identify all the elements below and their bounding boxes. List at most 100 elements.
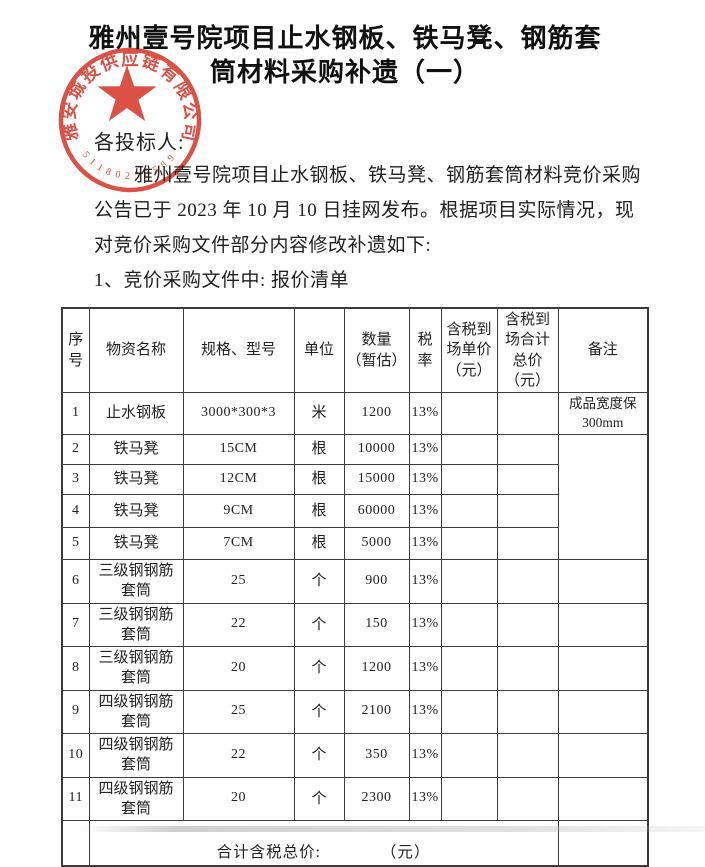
cell-material-name: 四级钢钢筋 套筒 (88, 689, 184, 734)
cell-material-name: 三级钢钢筋 套筒 (88, 646, 184, 691)
cell-unit-price (440, 689, 498, 734)
cell-unit-price (440, 646, 498, 691)
cell-spec: 20 (182, 646, 295, 691)
cell-total-price (496, 646, 559, 691)
table-row: 10 四级钢钢筋 套筒 22 个 350 13% (61, 733, 649, 778)
cell-qty: 2100 (343, 689, 410, 734)
cell-total-price (496, 494, 559, 528)
cell-spec: 15CM (182, 434, 295, 465)
cell-material-name: 铁马凳 (88, 434, 184, 465)
cell-seq: 2 (61, 434, 90, 465)
cell-material-name: 三级钢钢筋 套筒 (88, 559, 184, 604)
cell-unit-price (440, 527, 498, 560)
cell-total-price (496, 527, 559, 560)
cell-unit: 个 (293, 689, 345, 734)
cell-unit-price (440, 733, 498, 778)
salutation: 各投标人: (94, 132, 185, 154)
cell-total-price (496, 689, 559, 734)
cell-total-price (496, 464, 559, 495)
table-row: 9 四级钢钢筋 套筒 25 个 2100 13% (61, 689, 649, 734)
cell-material-name: 铁马凳 (88, 464, 184, 495)
cell-unit-price (440, 776, 498, 821)
quotation-table: 序 号 物资名称 规格、型号 单位 数量 （暂估） 税 率 含税到 场单价 （元… (61, 307, 649, 867)
table-row: 11 四级钢钢筋 套筒 20 个 2300 13% (61, 776, 649, 821)
footer-total-label: 合计含税总价: (216, 843, 321, 861)
cell-seq: 5 (61, 527, 90, 560)
cell-material-name: 铁马凳 (88, 527, 184, 560)
cell-seq: 1 (61, 392, 90, 435)
cell-seq: 10 (61, 733, 90, 778)
cell-unit: 个 (293, 776, 345, 821)
table-row: 5 铁马凳 7CM 根 5000 13% (61, 527, 648, 560)
cell-spec: 25 (182, 559, 295, 604)
cell-spec: 9CM (182, 494, 295, 528)
cell-unit: 根 (293, 434, 345, 465)
scan-artifact (80, 826, 705, 832)
cell-total-price (496, 733, 559, 778)
cell-tax-rate: 13% (408, 602, 442, 647)
cell-qty: 150 (343, 602, 410, 647)
body-line: 对竞价采购文件部分内容修改补遗如下: (94, 235, 432, 256)
cell-seq: 9 (61, 689, 90, 734)
body-line: 1、竞价采购文件中: 报价清单 (94, 270, 350, 291)
cell-remark (557, 559, 649, 604)
cell-material-name: 止水钢板 (88, 392, 184, 435)
cell-unit: 个 (293, 646, 345, 691)
body-paragraph: 雅州壹号院项目止水钢板、铁马凳、钢筋套筒材料竞价采购 公告已于 2023 年 1… (94, 158, 642, 298)
cell-qty: 1200 (343, 392, 410, 435)
cell-tax-rate: 13% (408, 646, 442, 691)
cell-material-name: 四级钢钢筋 套筒 (88, 776, 184, 821)
cell-unit-price (440, 392, 498, 435)
cell-spec: 3000*300*3 (182, 392, 295, 435)
cell-qty: 60000 (343, 494, 410, 528)
cell-tax-rate: 13% (408, 776, 442, 821)
cell-total-price (496, 776, 559, 821)
cell-seq: 6 (61, 559, 90, 604)
header-unit-price: 含税到 场单价 （元） (440, 307, 498, 393)
cell-unit: 根 (293, 494, 345, 528)
cell-unit: 根 (293, 527, 345, 560)
cell-qty: 2300 (343, 776, 410, 821)
cell-seq: 7 (61, 602, 90, 647)
header-tax-rate: 税 率 (408, 307, 442, 393)
cell-unit-price (440, 494, 498, 528)
cell-tax-rate: 13% (408, 494, 442, 528)
table-row: 1 止水钢板 3000*300*3 米 1200 13% 成品宽度保 300mm (61, 392, 649, 435)
cell-spec: 25 (182, 689, 295, 734)
cell-tax-rate: 13% (408, 527, 442, 560)
table-row: 3 铁马凳 12CM 根 15000 13% (61, 464, 648, 495)
cell-seq: 4 (61, 494, 90, 528)
cell-seq: 11 (61, 776, 90, 821)
cell-remark (557, 689, 649, 734)
cell-unit: 米 (293, 392, 345, 435)
cell-remark (557, 602, 649, 647)
cell-tax-rate: 13% (408, 559, 442, 604)
cell-total-price (496, 559, 559, 604)
cell-remark (557, 776, 649, 821)
cell-spec: 12CM (182, 464, 295, 495)
header-seq: 序 号 (61, 307, 90, 393)
cell-material-name: 四级钢钢筋 套筒 (88, 733, 184, 778)
header-unit: 单位 (293, 307, 345, 393)
cell-total-price (496, 602, 559, 647)
cell-unit: 个 (293, 602, 345, 647)
cell-spec: 7CM (182, 527, 295, 560)
table-row: 7 三级钢钢筋 套筒 22 个 150 13% (61, 602, 649, 647)
document-page: 雅州壹号院项目止水钢板、铁马凳、钢筋套 筒材料采购补遗（一） 雅安城投供应链有限… (37, 24, 705, 867)
cell-tax-rate: 13% (408, 464, 442, 495)
cell-tax-rate: 13% (408, 689, 442, 734)
cell-material-name: 三级钢钢筋 套筒 (88, 602, 184, 647)
cell-seq: 3 (61, 464, 90, 495)
body-line: 公告已于 2023 年 10 月 10 日挂网发布。根据项目实际情况，现 (94, 200, 635, 221)
body-line: 雅州壹号院项目止水钢板、铁马凳、钢筋套筒材料竞价采购 (134, 165, 642, 186)
table-row: 6 三级钢钢筋 套筒 25 个 900 13% (61, 559, 649, 604)
cell-qty: 5000 (343, 527, 410, 560)
cell-qty: 15000 (343, 464, 410, 495)
cell-seq: 8 (61, 646, 90, 691)
cell-unit-price (440, 559, 498, 604)
cell-remark (557, 646, 649, 691)
cell-total-price (496, 392, 559, 435)
title-line-1: 雅州壹号院项目止水钢板、铁马凳、钢筋套 (88, 24, 602, 54)
cell-qty: 350 (343, 733, 410, 778)
table-header-row: 序 号 物资名称 规格、型号 单位 数量 （暂估） 税 率 含税到 场单价 （元… (61, 307, 649, 393)
